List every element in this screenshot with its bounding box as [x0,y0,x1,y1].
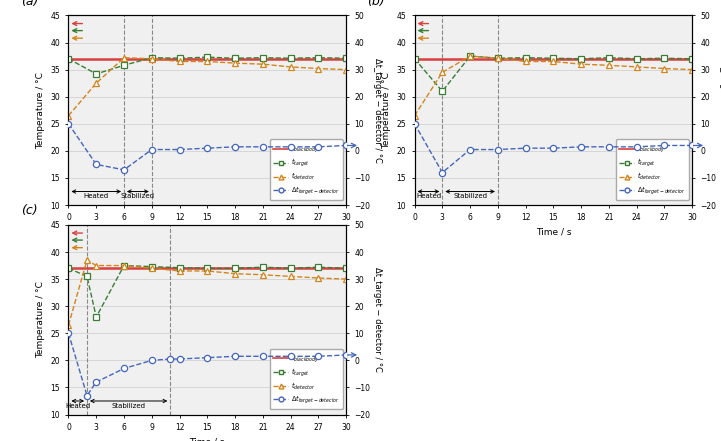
Y-axis label: Temperature / °C: Temperature / °C [36,281,45,358]
Text: (b): (b) [368,0,385,8]
Y-axis label: Temperature / °C: Temperature / °C [36,72,45,149]
X-axis label: Time / s: Time / s [190,437,225,441]
X-axis label: Time / s: Time / s [190,228,225,237]
Y-axis label: Temperature / °C: Temperature / °C [382,72,391,149]
Legend: $t_{blackbody}$, $t_{target}$, $t_{detector}$, $\Delta t_{target - detector}$: $t_{blackbody}$, $t_{target}$, $t_{detec… [270,349,342,409]
Y-axis label: Δt_target − detector / °C: Δt_target − detector / °C [719,58,721,163]
Text: Stabilized: Stabilized [112,403,146,409]
Text: Heated: Heated [65,403,90,409]
X-axis label: Time / s: Time / s [536,228,571,237]
Text: Heated: Heated [416,193,441,199]
Text: Stabilized: Stabilized [453,193,487,199]
Text: Heated: Heated [84,193,109,199]
Y-axis label: Δt_target − detector / °C: Δt_target − detector / °C [373,58,381,163]
Text: (c): (c) [22,204,38,217]
Text: (a): (a) [22,0,39,8]
Legend: $t_{blackbody}$, $t_{target}$, $t_{detector}$, $\Delta t_{target - detector}$: $t_{blackbody}$, $t_{target}$, $t_{detec… [616,139,689,200]
Text: Stabilized: Stabilized [121,193,155,199]
Y-axis label: Δt_target − detector / °C: Δt_target − detector / °C [373,267,381,372]
Legend: $t_{blackbody}$, $t_{target}$, $t_{detector}$, $\Delta t_{target - detector}$: $t_{blackbody}$, $t_{target}$, $t_{detec… [270,139,342,200]
